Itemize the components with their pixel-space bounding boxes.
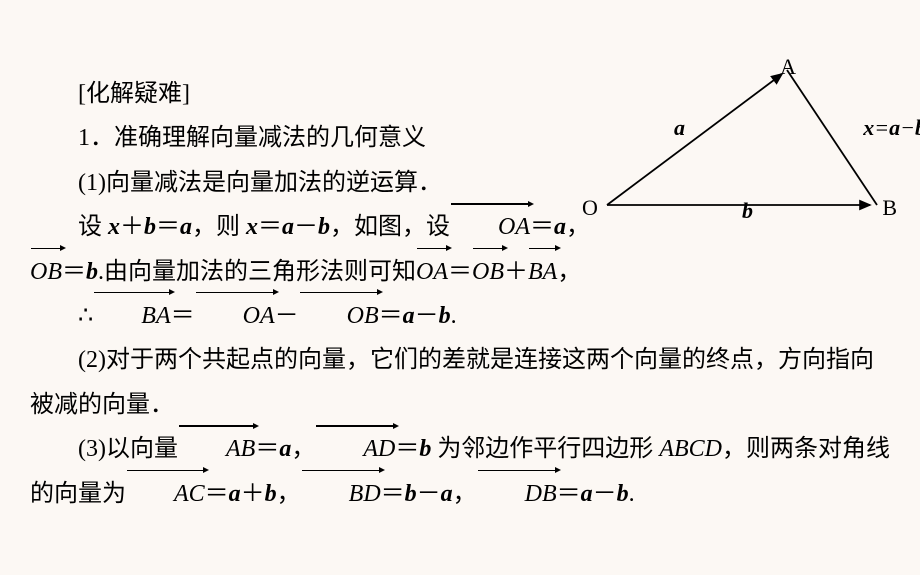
op: ＝ [448, 259, 472, 285]
text: .由向量加法的三角形法则可知 [98, 259, 416, 285]
text: 设 [78, 214, 108, 240]
label-x: x=a−b [863, 115, 920, 141]
var-b: b [617, 481, 629, 507]
vec-AB: AB [178, 427, 255, 471]
vec-DB: DB [477, 472, 557, 516]
op: － [415, 303, 439, 329]
var-b: b [419, 436, 431, 462]
op: ＝ [255, 436, 279, 462]
op: ＝ [62, 259, 86, 285]
label-A: A [780, 54, 796, 80]
vec-AD: AD [315, 427, 395, 471]
text: (3)以向量 [78, 436, 178, 462]
vec-OA: OA [450, 205, 530, 249]
label-a: a [674, 115, 685, 141]
vec-OA: OA [416, 250, 448, 294]
op: ＝ [557, 481, 581, 507]
op: － [593, 481, 617, 507]
var-a: a [581, 481, 593, 507]
var-a: a [279, 436, 291, 462]
vec-OA: OA [195, 294, 275, 338]
op: ＋ [241, 481, 265, 507]
paragraph-3: OB＝b.由向量加法的三角形法则可知OA＝OB＋BA， [30, 250, 890, 294]
op: ＝ [156, 214, 180, 240]
op: － [417, 481, 441, 507]
var-a: a [554, 214, 566, 240]
therefore: ∴ [78, 303, 93, 329]
op: ＋ [120, 214, 144, 240]
label-O: O [582, 195, 598, 221]
edge-OA [607, 74, 782, 205]
var-b: b [86, 259, 98, 285]
text: ， [557, 259, 581, 285]
op: ＋ [504, 259, 528, 285]
var-a: a [229, 481, 241, 507]
vec-OB: OB [299, 294, 379, 338]
op: ＝ [381, 481, 405, 507]
var-b: b [265, 481, 277, 507]
var-b: b [405, 481, 417, 507]
text: . [629, 481, 635, 507]
op: － [275, 303, 299, 329]
vec-BA: BA [93, 294, 170, 338]
var-a: a [403, 303, 415, 329]
op: ＝ [258, 214, 282, 240]
op: ＝ [530, 214, 554, 240]
vec-BA: BA [528, 250, 557, 294]
triangle-diagram: A O B a b x=a−b [602, 60, 892, 225]
op: ＝ [171, 303, 195, 329]
var-a: a [282, 214, 294, 240]
label-b: b [742, 198, 753, 224]
var-b: b [144, 214, 156, 240]
paragraph-5: (2)对于两个共起点的向量，它们的差就是连接这两个向量的终点，方向指向被减的向量… [30, 338, 890, 427]
text: ， [453, 481, 477, 507]
var-b: b [318, 214, 330, 240]
op: ＝ [379, 303, 403, 329]
op: ＝ [205, 481, 229, 507]
var-x: x [108, 214, 120, 240]
vec-OB: OB [472, 250, 504, 294]
text: ， [291, 436, 315, 462]
text: 为邻边作平行四边形 [431, 436, 659, 462]
ABCD: ABCD [659, 436, 722, 462]
op: － [294, 214, 318, 240]
label-B: B [882, 195, 897, 221]
vec-AC: AC [126, 472, 205, 516]
text: ，则 [192, 214, 246, 240]
vec-OB: OB [30, 250, 62, 294]
vec-BD: BD [301, 472, 381, 516]
paragraph-4: ∴BA＝OA－OB＝a－b. [30, 294, 890, 338]
var-a: a [180, 214, 192, 240]
var-b: b [439, 303, 451, 329]
var-x: x [246, 214, 258, 240]
var-a: a [441, 481, 453, 507]
text: . [451, 303, 457, 329]
op: ＝ [395, 436, 419, 462]
text: ， [277, 481, 301, 507]
text: ，如图，设 [330, 214, 450, 240]
paragraph-6: (3)以向量AB＝a，AD＝b 为邻边作平行四边形 ABCD，则两条对角线的向量… [30, 427, 890, 516]
